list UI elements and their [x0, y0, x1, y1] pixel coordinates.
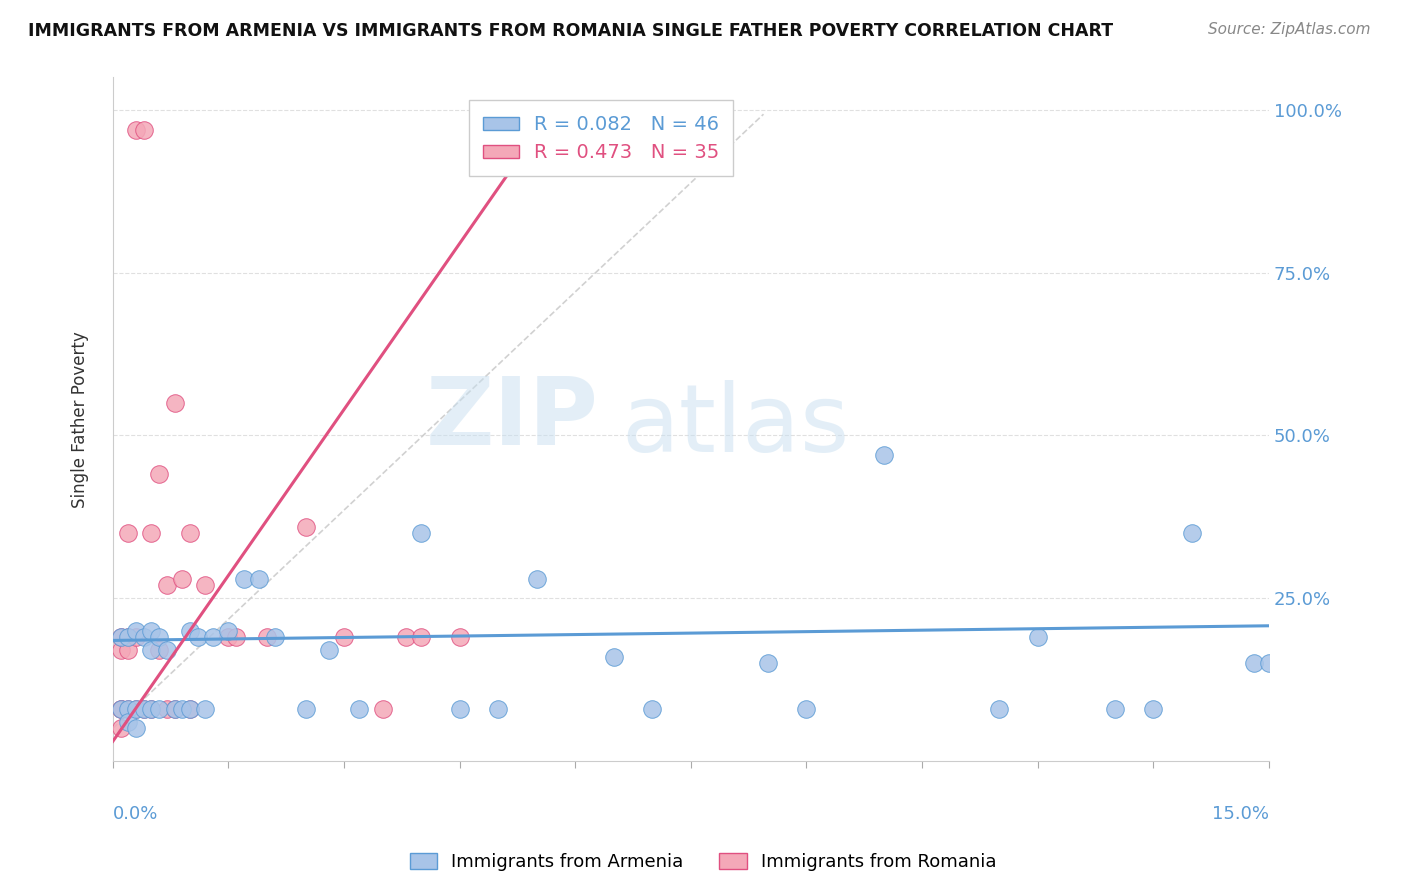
Point [318, 643, 340, 657]
Point [117, 702, 139, 716]
Point [333, 630, 356, 644]
Point [110, 702, 132, 716]
Point [117, 630, 139, 644]
Point [156, 643, 179, 657]
Point [163, 396, 186, 410]
Point [194, 578, 217, 592]
Point [117, 630, 139, 644]
Point [796, 702, 818, 716]
Point [148, 467, 170, 482]
Point [179, 702, 201, 716]
Text: Source: ZipAtlas.com: Source: ZipAtlas.com [1208, 22, 1371, 37]
Point [141, 643, 163, 657]
Point [756, 657, 779, 671]
Point [217, 630, 239, 644]
Point [256, 630, 278, 644]
Point [141, 702, 163, 716]
Point [449, 702, 471, 716]
Point [411, 630, 433, 644]
Point [1243, 657, 1265, 671]
Point [110, 643, 132, 657]
Point [294, 702, 316, 716]
Point [247, 572, 270, 586]
Point [148, 702, 170, 716]
Point [486, 702, 509, 716]
Point [187, 630, 209, 644]
Point [148, 630, 170, 644]
Point [125, 702, 148, 716]
Y-axis label: Single Father Poverty: Single Father Poverty [72, 331, 89, 508]
Point [526, 572, 548, 586]
Point [172, 572, 194, 586]
Point [194, 702, 217, 716]
Point [411, 526, 433, 541]
Point [141, 624, 163, 638]
Point [117, 702, 139, 716]
Legend: Immigrants from Armenia, Immigrants from Romania: Immigrants from Armenia, Immigrants from… [402, 846, 1004, 879]
Point [132, 702, 155, 716]
Point [156, 578, 179, 592]
Point [110, 702, 132, 716]
Point [125, 624, 148, 638]
Point [110, 630, 132, 644]
Point [141, 702, 163, 716]
Point [110, 702, 132, 716]
Point [179, 526, 201, 541]
Point [1181, 526, 1204, 541]
Point [179, 702, 201, 716]
Point [1104, 702, 1126, 716]
Legend: R = 0.082   N = 46, R = 0.473   N = 35: R = 0.082 N = 46, R = 0.473 N = 35 [468, 100, 734, 176]
Point [132, 630, 155, 644]
Point [163, 702, 186, 716]
Point [449, 630, 471, 644]
Point [125, 122, 148, 136]
Point [232, 572, 254, 586]
Text: atlas: atlas [621, 380, 849, 472]
Point [117, 526, 139, 541]
Point [148, 643, 170, 657]
Text: ZIP: ZIP [426, 373, 599, 465]
Point [141, 526, 163, 541]
Text: 15.0%: 15.0% [1212, 805, 1270, 823]
Point [179, 624, 201, 638]
Point [125, 702, 148, 716]
Point [132, 122, 155, 136]
Text: 0.0%: 0.0% [112, 805, 159, 823]
Point [641, 702, 664, 716]
Point [125, 721, 148, 735]
Point [263, 630, 285, 644]
Point [349, 702, 371, 716]
Point [125, 630, 148, 644]
Point [371, 702, 394, 716]
Point [1142, 702, 1164, 716]
Point [156, 702, 179, 716]
Point [132, 702, 155, 716]
Point [1258, 657, 1281, 671]
Point [117, 643, 139, 657]
Point [225, 630, 247, 644]
Point [110, 630, 132, 644]
Point [202, 630, 225, 644]
Point [395, 630, 418, 644]
Point [163, 702, 186, 716]
Point [110, 721, 132, 735]
Point [294, 519, 316, 533]
Point [603, 649, 626, 664]
Point [872, 448, 894, 462]
Point [117, 714, 139, 729]
Point [217, 624, 239, 638]
Point [1026, 630, 1049, 644]
Point [172, 702, 194, 716]
Point [988, 702, 1011, 716]
Text: IMMIGRANTS FROM ARMENIA VS IMMIGRANTS FROM ROMANIA SINGLE FATHER POVERTY CORRELA: IMMIGRANTS FROM ARMENIA VS IMMIGRANTS FR… [28, 22, 1114, 40]
